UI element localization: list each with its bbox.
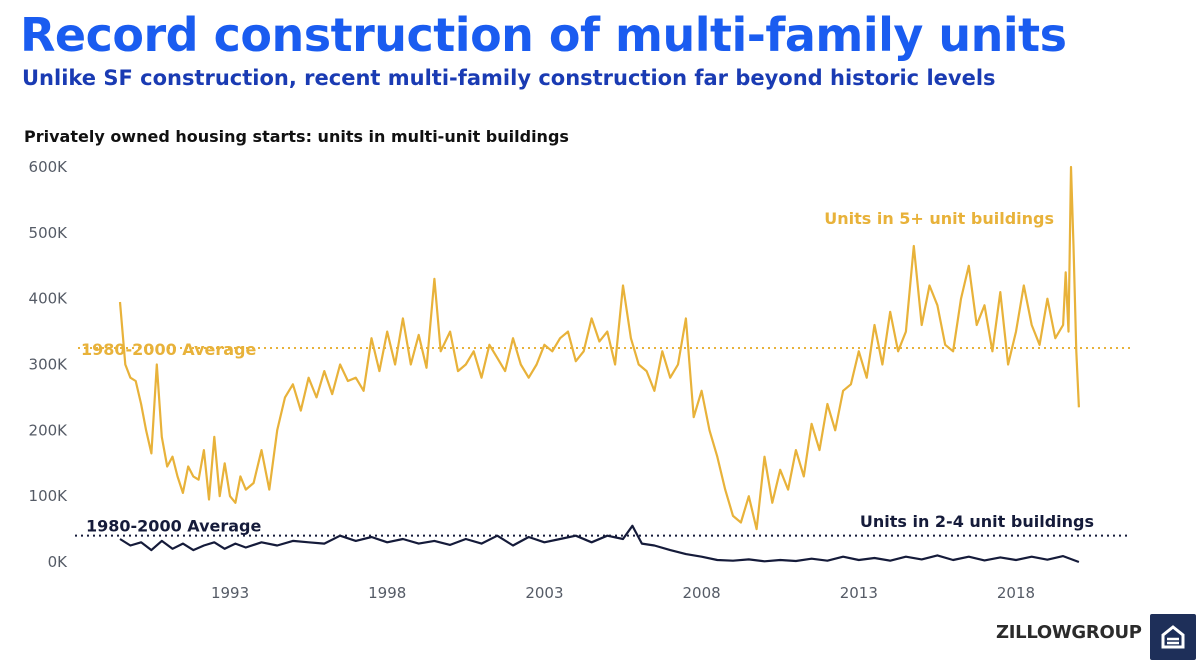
page-subtitle: Unlike SF construction, recent multi-fam…: [22, 66, 996, 90]
chart-title: Privately owned housing starts: units in…: [24, 127, 569, 146]
y-tick-label: 0K: [48, 553, 69, 571]
series-label: Units in 2-4 unit buildings: [860, 512, 1094, 531]
y-tick-label: 100K: [29, 487, 69, 505]
house-glyph: [1161, 625, 1185, 649]
x-tick-label: 2013: [840, 584, 878, 602]
y-tick-label: 600K: [29, 158, 69, 176]
average-reference-label: 1980-2000 Average: [86, 517, 262, 536]
series-lines: [118, 165, 1080, 564]
y-tick-label: 200K: [29, 421, 69, 439]
x-tick-label: 2018: [997, 584, 1035, 602]
x-tick-label: 2008: [683, 584, 721, 602]
logo-text: ZILLOWGROUP: [996, 622, 1142, 643]
series-line: [118, 165, 1080, 531]
zillow-group-logo: ZILLOWGROUP: [996, 622, 1142, 643]
y-axis-ticks: 0K 100K 200K 300K 400K 500K 600K: [29, 158, 69, 571]
reference-lines: 1980-2000 Average 1980-2000 Average: [75, 340, 1130, 537]
x-tick-label: 1993: [211, 584, 249, 602]
page-title: Record construction of multi-family unit…: [20, 8, 1067, 62]
series-line: [119, 524, 1080, 564]
zillow-house-icon: [1150, 614, 1196, 660]
series-labels: Units in 5+ unit buildings Units in 2-4 u…: [824, 209, 1094, 531]
average-reference-label: 1980-2000 Average: [81, 340, 257, 359]
x-axis-ticks: 1993 1998 2003 2008 2013 2018: [211, 584, 1035, 602]
x-tick-label: 1998: [368, 584, 406, 602]
series-label: Units in 5+ unit buildings: [824, 209, 1054, 228]
y-tick-label: 500K: [29, 224, 69, 242]
x-tick-label: 2003: [525, 584, 563, 602]
y-tick-label: 300K: [29, 356, 69, 374]
y-tick-label: 400K: [29, 290, 69, 308]
